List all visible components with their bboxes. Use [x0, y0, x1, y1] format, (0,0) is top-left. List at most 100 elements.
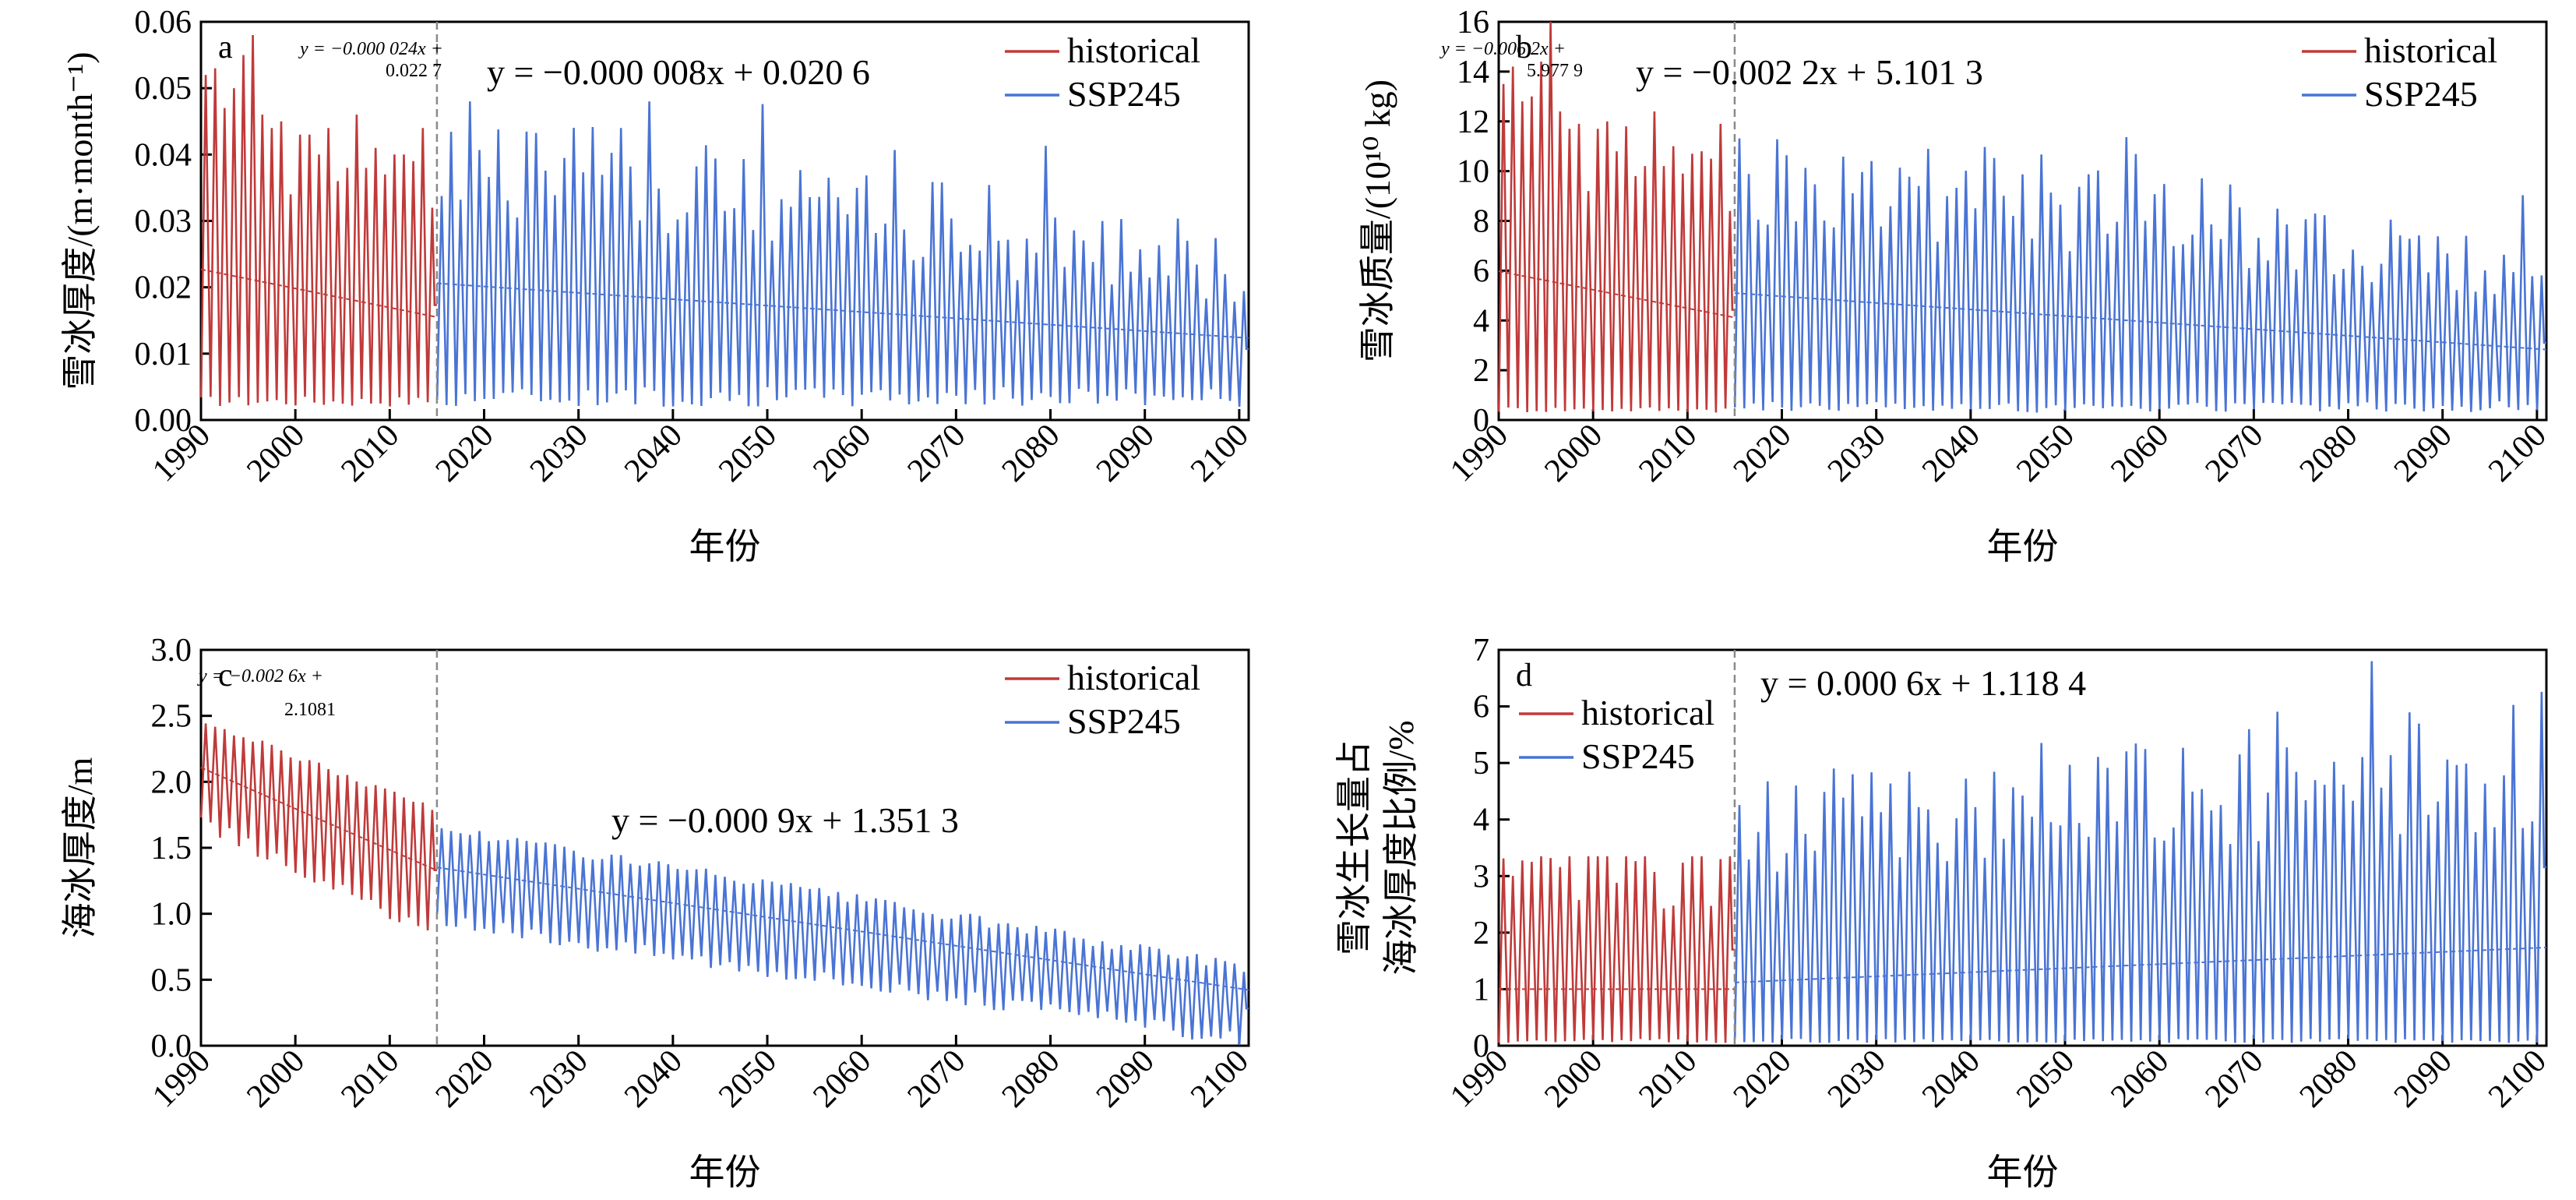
trend-equation-historical-line2: 2.1081 — [284, 700, 336, 720]
y-tick-label: 0.04 — [135, 137, 192, 173]
y-tick-label: 6 — [1473, 690, 1489, 725]
x-tick-label: 2070 — [901, 1043, 973, 1115]
trend-equation-historical-line1: y = −0.002 6x + — [197, 666, 323, 686]
y-axis-title: 雪冰厚度/(m·month⁻¹) — [60, 51, 100, 390]
legend-ssp245-label: SSP245 — [2364, 74, 2478, 114]
panel-label: b — [1516, 30, 1532, 65]
legend-historical-label: historical — [1581, 693, 1714, 732]
legend-historical-label: historical — [1067, 658, 1200, 697]
y-tick-label: 4 — [1473, 303, 1489, 339]
legend-ssp245-label: SSP245 — [1067, 74, 1181, 114]
series-historical-line — [199, 34, 437, 407]
x-tick-label: 2070 — [901, 418, 973, 489]
x-tick-label: 2090 — [2387, 1043, 2459, 1115]
series-ssp245-line — [1733, 136, 2546, 413]
y-tick-label: 0.03 — [135, 204, 192, 240]
y-tick-label: 4 — [1473, 803, 1489, 838]
y-tick-label: 0.0 — [151, 1029, 192, 1064]
x-tick-label: 2030 — [1821, 1043, 1893, 1115]
y-tick-label: 8 — [1473, 204, 1489, 240]
x-tick-label: 2030 — [1821, 418, 1893, 489]
x-tick-label: 2000 — [1538, 1043, 1609, 1115]
x-tick-label: 2060 — [2104, 418, 2176, 489]
y-tick-label: 0 — [1473, 1029, 1489, 1064]
legend-historical-label: historical — [1067, 30, 1200, 70]
trend-line-historical — [200, 268, 438, 318]
series-historical-line — [1497, 856, 1735, 1043]
y-tick-label: 7 — [1473, 633, 1489, 669]
y-tick-label: 16 — [1457, 5, 1489, 41]
x-tick-label: 1990 — [1443, 1043, 1515, 1115]
y-axis-title: 海冰厚度/m — [60, 757, 100, 939]
y-tick-label: 10 — [1457, 154, 1489, 190]
x-tick-label: 2020 — [1727, 1043, 1799, 1115]
x-tick-label: 2020 — [429, 418, 501, 489]
x-tick-label: 2050 — [2010, 418, 2081, 489]
y-tick-label: 2 — [1473, 916, 1489, 951]
x-tick-label: 2100 — [1184, 418, 1256, 489]
x-tick-label: 2030 — [523, 418, 595, 489]
trend-equation-ssp245: y = −0.000 9x + 1.351 3 — [611, 800, 959, 840]
x-tick-label: 2070 — [2199, 1043, 2271, 1115]
x-axis-title: 年份 — [1987, 1152, 2059, 1192]
x-tick-label: 2030 — [523, 1043, 595, 1115]
y-tick-label: 0.01 — [135, 337, 192, 372]
legend-ssp245-label: SSP245 — [1581, 736, 1695, 776]
y-tick-label: 0.5 — [151, 962, 192, 998]
x-tick-label: 2100 — [2482, 1043, 2553, 1115]
y-tick-label: 3 — [1473, 859, 1489, 895]
x-tick-label: 2040 — [1915, 418, 1987, 489]
y-tick-label: 0.00 — [135, 403, 192, 439]
trend-equation-historical-line2: 5.977 9 — [1527, 61, 1583, 81]
x-tick-label: 2000 — [240, 1043, 312, 1115]
y-tick-label: 0.02 — [135, 270, 192, 306]
x-tick-label: 2000 — [1538, 418, 1609, 489]
trend-equation-ssp245: y = −0.000 008x + 0.020 6 — [487, 52, 870, 92]
x-axis-title: 年份 — [1987, 527, 2059, 566]
y-tick-label: 2.5 — [151, 699, 192, 735]
chart-panel-d: 0 1 2 3 4 5 6 7 1990 2000 2010 2020 2030 2040 2050 2060… — [1334, 633, 2553, 1192]
x-tick-label: 2050 — [712, 418, 784, 489]
x-axis-title: 年份 — [689, 1152, 761, 1192]
trend-equation-ssp245: y = −0.002 2x + 5.101 3 — [1636, 52, 1983, 92]
x-tick-label: 1990 — [1443, 418, 1515, 489]
x-tick-label: 2010 — [1632, 418, 1704, 489]
y-tick-label: 0.06 — [135, 5, 192, 41]
x-tick-label: 2080 — [996, 1043, 1067, 1115]
y-tick-label: 14 — [1457, 55, 1489, 90]
x-tick-label: 2060 — [806, 418, 878, 489]
x-tick-label: 2000 — [240, 418, 312, 489]
series-historical-line — [1497, 21, 1735, 413]
trend-equation-historical-line1: y = −0.006 2x + — [1440, 39, 1566, 59]
x-axis-title: 年份 — [689, 527, 761, 566]
y-tick-label: 0.05 — [135, 71, 192, 107]
trend-equation-ssp245: y = 0.000 6x + 1.118 4 — [1760, 663, 2086, 703]
x-tick-label: 2010 — [334, 1043, 406, 1115]
x-tick-label: 2090 — [1090, 418, 1161, 489]
trend-line-ssp245 — [1734, 292, 2547, 351]
x-tick-label: 2060 — [806, 1043, 878, 1115]
panel-label: d — [1516, 658, 1532, 694]
x-tick-label: 2090 — [1090, 1043, 1161, 1115]
x-tick-label: 2050 — [712, 1043, 784, 1115]
chart-panel-b: 0 2 4 6 8 10 12 14 16 1990 2000 2010 2020 2030 2040 205… — [1358, 5, 2553, 566]
x-tick-label: 2040 — [618, 418, 689, 489]
trend-line-ssp245 — [436, 866, 1249, 991]
series-ssp245-line — [435, 828, 1249, 1046]
trend-equation-historical-line1: y = −0.000 024x + — [298, 39, 443, 59]
y-tick-label: 2 — [1473, 353, 1489, 389]
x-tick-label: 2080 — [2293, 1043, 2365, 1115]
x-tick-label: 2020 — [1727, 418, 1799, 489]
trend-line-historical — [1498, 270, 1736, 319]
x-tick-label: 2100 — [1184, 1043, 1256, 1115]
x-tick-label: 2080 — [2293, 418, 2365, 489]
x-tick-label: 2080 — [996, 418, 1067, 489]
y-tick-label: 3.0 — [151, 633, 192, 669]
x-tick-label: 2040 — [1915, 1043, 1987, 1115]
series-ssp245-line — [1733, 661, 2546, 1043]
y-axis-title: 雪冰质量/(10¹⁰ kg) — [1358, 79, 1397, 362]
x-tick-label: 2020 — [429, 1043, 501, 1115]
